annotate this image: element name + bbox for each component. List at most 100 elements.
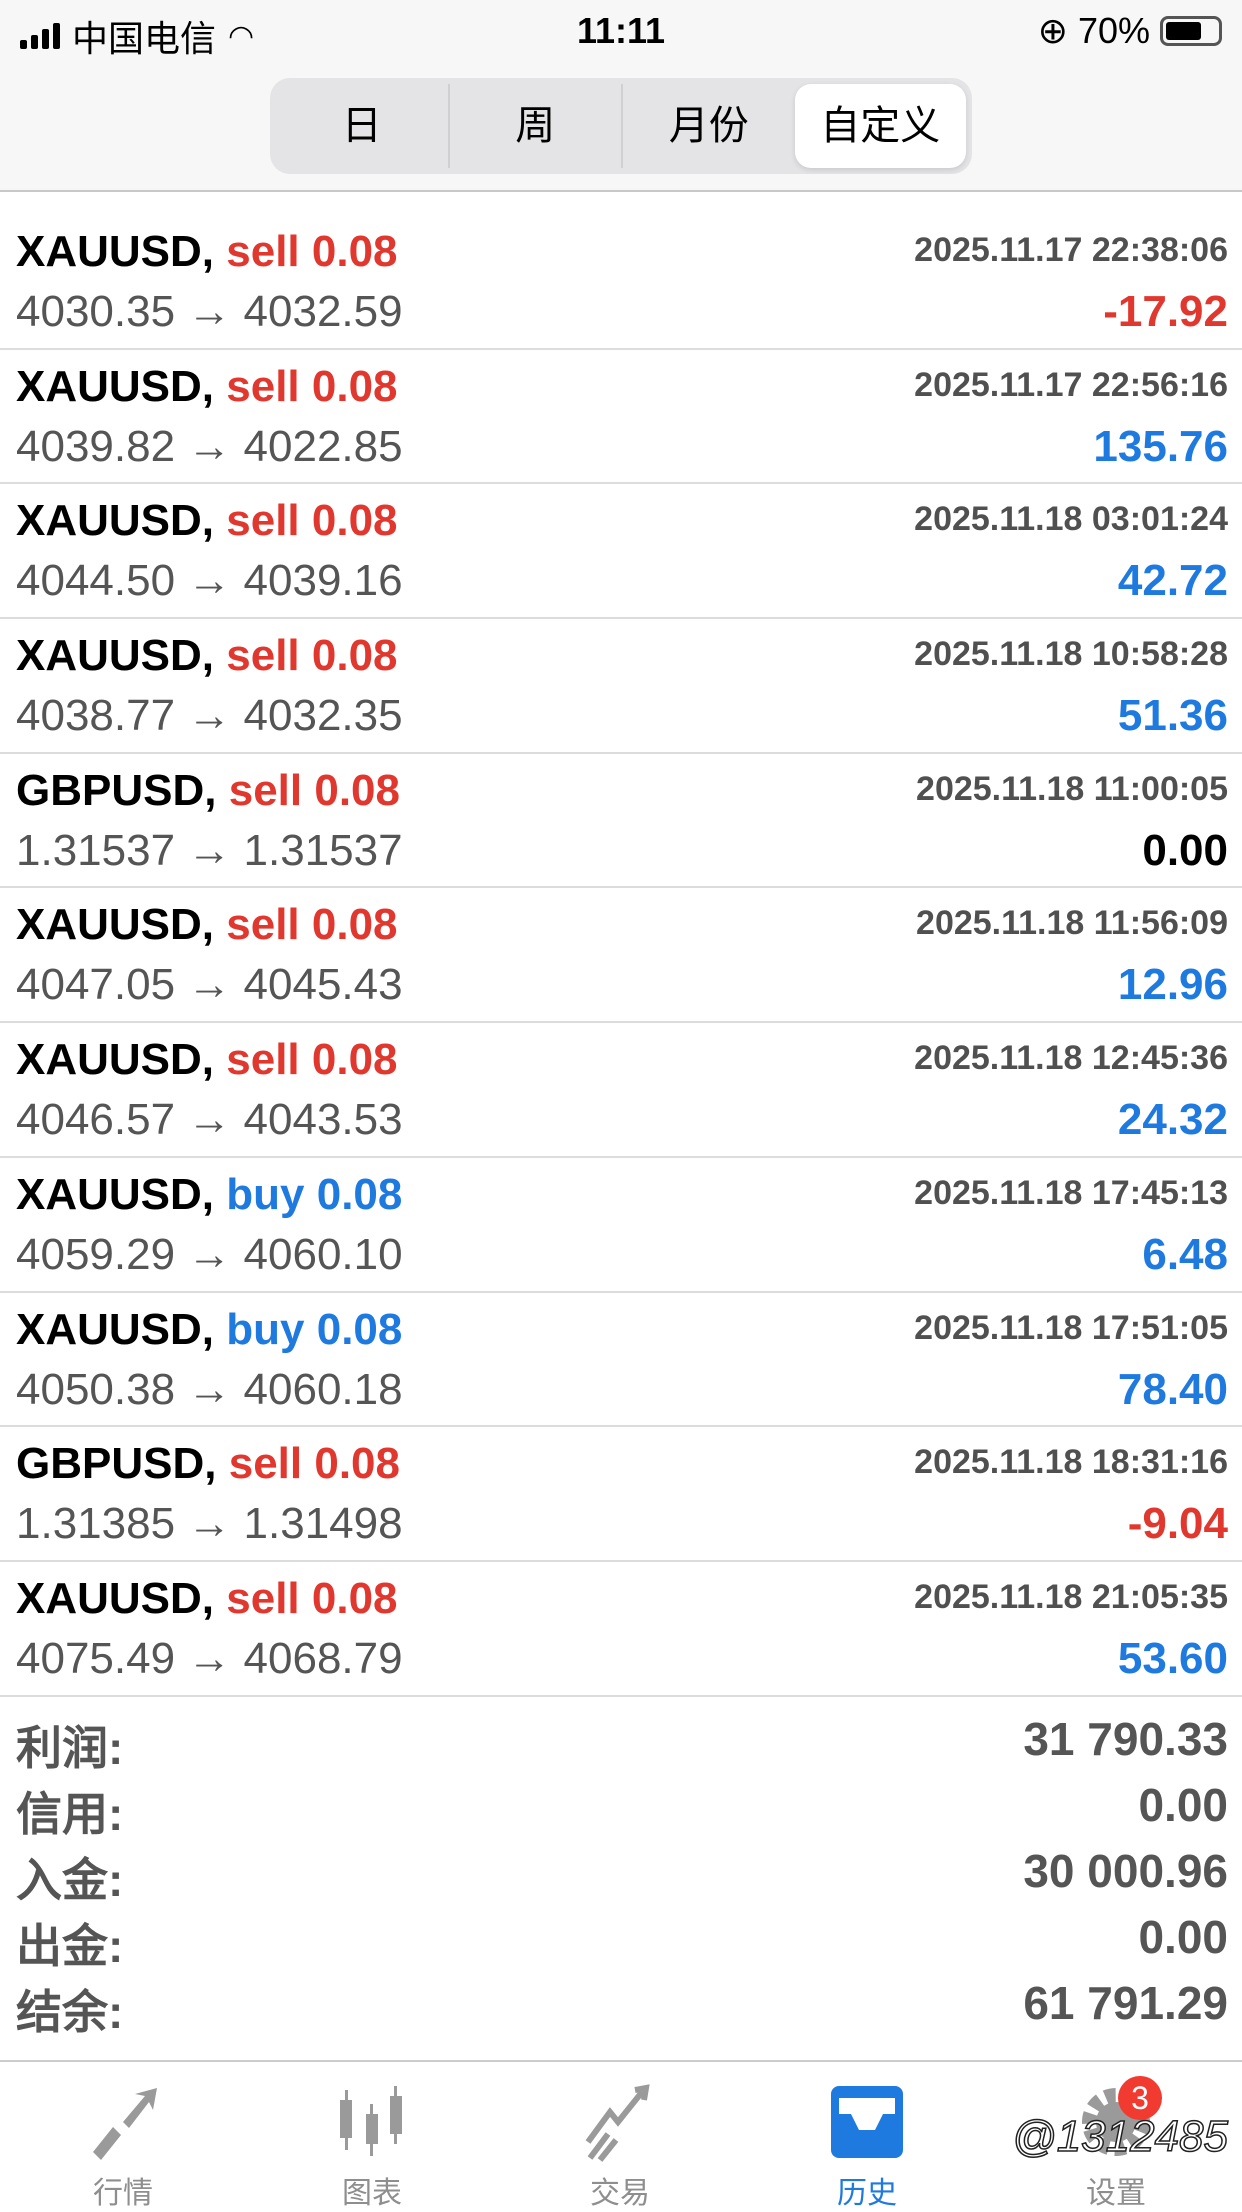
bottom-tab-bar: 行情 图表 交易 历史 设置 3 @1312485 [0, 2060, 1242, 2210]
type: sell [226, 900, 300, 950]
tab-history[interactable]: 历史 [787, 2082, 947, 2212]
trade-profit: 78.40 [1117, 1364, 1228, 1414]
type: sell [226, 361, 300, 411]
trade-row[interactable]: XAUUSD, sell 0.08 2025.11.18 10:58:28 40… [0, 619, 1242, 754]
type: sell [226, 1035, 300, 1085]
trade-profit: 24.32 [1117, 1095, 1228, 1145]
volume: 0.08 [311, 496, 398, 546]
trade-symbol: XAUUSD, sell 0.08 [16, 900, 398, 950]
arrow-icon: → [187, 960, 232, 1010]
arrow-icon: → [187, 1095, 232, 1145]
trade-type: sell 0.08 [226, 496, 397, 545]
trade-prices: 4059.29 → 4060.10 [16, 1230, 403, 1280]
type: sell [228, 765, 303, 815]
segment-week[interactable]: 周 [450, 84, 623, 168]
trade-row[interactable]: XAUUSD, sell 0.08 2025.11.18 12:45:36 40… [0, 1023, 1242, 1158]
tab-quotes[interactable]: 行情 [43, 2082, 203, 2212]
trade-time: 2025.11.18 18:31:16 [914, 1443, 1228, 1482]
trade-type: sell 0.08 [226, 1035, 397, 1084]
battery-percent: 70% [1077, 10, 1150, 51]
type: sell [228, 1439, 303, 1489]
open-price: 4047.05 [16, 960, 176, 1010]
trade-profit: 6.48 [1142, 1229, 1228, 1279]
trade-row[interactable]: XAUUSD, sell 0.08 2025.11.18 03:01:24 40… [0, 484, 1242, 620]
trade-prices: 4050.38 → 4060.18 [16, 1365, 403, 1415]
trade-row[interactable]: GBPUSD, sell 0.08 2025.11.18 11:00:05 1.… [0, 754, 1242, 889]
symbol: XAUUSD, [16, 1035, 215, 1085]
trade-profit: 12.96 [1117, 960, 1228, 1010]
open-price: 1.31385 [16, 1499, 176, 1549]
trade-symbol: XAUUSD, buy 0.08 [16, 1305, 402, 1355]
volume: 0.08 [316, 1304, 403, 1354]
arrow-icon: → [187, 1499, 232, 1549]
trade-time: 2025.11.18 10:58:28 [914, 635, 1228, 674]
segment-custom[interactable]: 自定义 [794, 84, 966, 168]
trade-row[interactable]: XAUUSD, sell 0.08 2025.11.18 11:56:09 40… [0, 888, 1242, 1024]
summary-label: 出金: [16, 1920, 124, 1972]
trade-time: 2025.11.18 11:56:09 [916, 904, 1228, 943]
segment-day[interactable]: 日 [276, 84, 450, 168]
open-price: 4038.77 [16, 691, 176, 741]
watermark: @1312485 [1011, 2111, 1228, 2162]
trade-row[interactable]: XAUUSD, sell 0.08 2025.11.18 21:05:35 40… [0, 1562, 1242, 1697]
trade-time: 2025.11.18 21:05:35 [914, 1577, 1228, 1616]
arrow-icon: → [187, 1229, 232, 1279]
trade-profit: 135.76 [1093, 421, 1228, 471]
summary-label: 利润: [16, 1722, 124, 1774]
tab-settings[interactable]: 设置 3 [1036, 2076, 1196, 2212]
open-price: 1.31537 [16, 825, 176, 875]
open-price: 4075.49 [16, 1633, 176, 1683]
volume: 0.08 [311, 1573, 398, 1623]
trade-symbol: GBPUSD, sell 0.08 [16, 1439, 400, 1489]
summary-row: 利润: 31 790.33 [0, 1712, 1242, 1778]
trade-profit: -9.04 [1127, 1499, 1228, 1549]
trade-prices: 1.31385 → 1.31498 [16, 1499, 403, 1549]
trade-trend-icon [540, 2082, 700, 2162]
trade-symbol: XAUUSD, sell 0.08 [16, 496, 398, 546]
trade-prices: 4044.50 → 4039.16 [16, 556, 403, 606]
open-price: 4059.29 [16, 1229, 176, 1279]
trade-type: sell 0.08 [226, 227, 397, 276]
trade-type: sell 0.08 [226, 1574, 397, 1623]
segment-month[interactable]: 月份 [668, 104, 749, 148]
type: sell [226, 631, 300, 681]
close-price: 4043.53 [243, 1095, 403, 1145]
type: buy [226, 1169, 305, 1219]
trade-profit: 53.60 [1117, 1633, 1228, 1683]
trade-row[interactable]: XAUUSD, sell 0.08 2025.11.17 22:56:16 40… [0, 350, 1242, 485]
tab-trade[interactable]: 交易 [540, 2082, 700, 2212]
trade-time: 2025.11.18 12:45:36 [914, 1039, 1228, 1078]
trade-row[interactable]: XAUUSD, buy 0.08 2025.11.18 17:45:13 405… [0, 1158, 1242, 1293]
trade-row[interactable]: XAUUSD, sell 0.08 2025.11.17 22:38:06 40… [0, 215, 1242, 350]
tab-charts[interactable]: 图表 [292, 2082, 452, 2212]
summary-label: 信用: [16, 1788, 124, 1840]
close-price: 4045.43 [243, 960, 403, 1010]
arrow-icon: → [187, 691, 232, 741]
trade-row[interactable]: XAUUSD, buy 0.08 2025.11.18 17:51:05 405… [0, 1293, 1242, 1428]
clock: 11:11 [576, 10, 666, 51]
battery-icon [1160, 16, 1222, 46]
arrow-icon: → [187, 825, 232, 875]
history-inbox-icon [787, 2082, 947, 2162]
trade-type: sell 0.08 [226, 900, 397, 949]
close-price: 4060.18 [243, 1364, 403, 1414]
open-price: 4030.35 [16, 287, 176, 336]
summary-row: 出金: 0.00 [0, 1910, 1242, 1976]
trade-symbol: XAUUSD, sell 0.08 [16, 362, 398, 412]
trade-type: sell 0.08 [226, 362, 397, 411]
arrow-icon: → [187, 1364, 232, 1414]
trade-time: 2025.11.18 17:51:05 [914, 1308, 1228, 1347]
trade-type: sell 0.08 [229, 766, 400, 815]
symbol: XAUUSD, [16, 1304, 215, 1354]
close-price: 4060.10 [243, 1229, 403, 1279]
close-price: 4068.79 [243, 1633, 403, 1683]
volume: 0.08 [314, 765, 400, 815]
volume: 0.08 [311, 227, 398, 276]
header: 日 周 月份 自定义 [0, 70, 1242, 192]
arrow-icon: → [187, 421, 232, 471]
symbol: XAUUSD, [16, 227, 215, 276]
trade-row[interactable]: GBPUSD, sell 0.08 2025.11.18 18:31:16 1.… [0, 1427, 1242, 1562]
trade-history-list[interactable]: XAUUSD, sell 0.08 2025.11.17 22:38:06 40… [0, 215, 1242, 1697]
trade-symbol: XAUUSD, sell 0.08 [16, 1035, 398, 1085]
trade-profit: 51.36 [1117, 691, 1228, 741]
